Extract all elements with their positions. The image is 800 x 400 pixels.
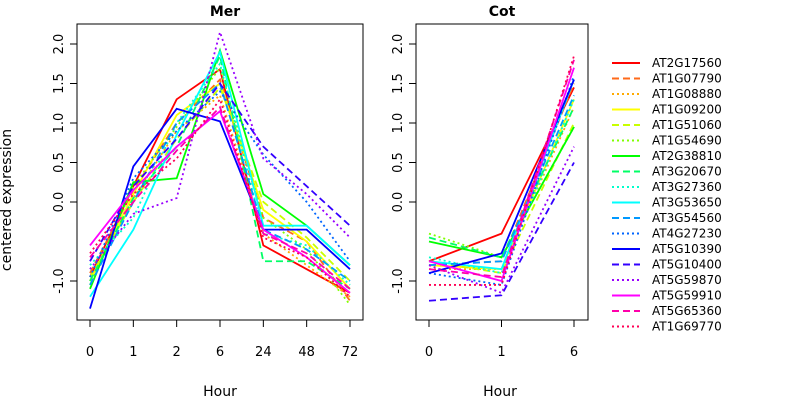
legend-entry: AT1G51060 (612, 118, 722, 132)
x-tick-label-mer: 0 (86, 345, 94, 360)
y-tick-label-cot: 0.5 (391, 152, 406, 173)
legend-label: AT2G17560 (652, 56, 722, 70)
legend-label: AT3G53650 (652, 196, 722, 210)
legend-label: AT1G08880 (652, 87, 722, 101)
x-axis-label-cot: Hour (483, 384, 517, 400)
legend-entry: AT1G08880 (612, 87, 722, 101)
series-line-mer-at4g27230 (89, 90, 351, 278)
y-tick-label-mer: 1.0 (52, 113, 67, 134)
legend-label: AT1G09200 (652, 103, 722, 117)
legend-entry: AT2G17560 (612, 56, 722, 70)
y-tick-label-cot: -1.0 (391, 268, 406, 293)
legend-entry: AT4G27230 (612, 227, 722, 241)
x-tick-label-cot: 6 (570, 345, 578, 360)
x-tick-label-mer: 2 (173, 345, 181, 360)
legend-label: AT3G20670 (652, 165, 722, 179)
series-line-cot-at5g10400 (428, 162, 575, 302)
series-line-cot-at1g07790 (428, 83, 575, 267)
series-group-mer (89, 29, 351, 309)
series-line-cot-at2g17560 (428, 87, 575, 263)
x-tick-label-mer: 48 (298, 345, 315, 360)
y-tick-label-mer: 1.5 (52, 73, 67, 94)
x-tick-label-mer: 72 (342, 345, 359, 360)
legend-entry: AT5G59910 (612, 289, 722, 303)
series-line-mer-at1g69770 (89, 97, 351, 298)
series-line-cot-at3g20670 (428, 106, 575, 259)
legend-entry: AT3G54560 (612, 211, 722, 225)
x-tick-label-mer: 6 (216, 345, 224, 360)
series-line-cot-at1g08880 (429, 106, 575, 271)
y-tick-label-mer: 0.0 (52, 192, 67, 213)
y-tick-label-cot: 1.5 (391, 73, 406, 94)
legend-label: AT3G54560 (652, 211, 722, 225)
panel-title-mer: Mer (210, 4, 240, 20)
y-tick-label-mer: -1.0 (52, 268, 67, 293)
series-line-mer-at5g59870 (89, 29, 351, 270)
legend-label: AT3G27360 (652, 180, 722, 194)
legend-entry: AT1G07790 (612, 72, 722, 86)
legend-label: AT5G59910 (652, 289, 722, 303)
y-tick-label-mer: 2.0 (52, 34, 67, 55)
legend-entry: AT5G10390 (612, 242, 722, 256)
series-line-cot-at5g59870 (428, 146, 575, 294)
legend-entry: AT1G09200 (612, 103, 722, 117)
panel-title-cot: Cot (489, 4, 516, 20)
legend-label: AT5G10390 (652, 242, 722, 256)
series-line-cot-at3g54560 (428, 94, 575, 267)
series-line-mer-at1g09200 (89, 82, 351, 290)
series-line-mer-at3g53650 (89, 49, 351, 298)
legend-label: AT5G65360 (652, 304, 722, 318)
tick-group-cot: -1.0 0.0 0.5 1.0 1.5 2.0 0 1 6 (391, 34, 578, 360)
legend-label: AT1G07790 (652, 72, 722, 86)
legend-entry: AT5G65360 (612, 304, 722, 318)
legend-entry: AT1G54690 (612, 134, 722, 148)
legend-label: AT5G10400 (652, 258, 722, 272)
x-tick-label-cot: 0 (425, 345, 433, 360)
legend-entry: AT1G69770 (612, 320, 722, 334)
plot-box-cot (415, 23, 589, 321)
legend-label: AT1G69770 (652, 320, 722, 334)
series-line-mer-at1g51060 (89, 85, 351, 282)
legend-entry: AT3G53650 (612, 196, 722, 210)
series-line-cot-at3g53650 (428, 79, 575, 271)
legend-entry: AT5G10400 (612, 258, 722, 272)
series-line-cot-at4g27230 (428, 75, 575, 286)
panel-mer: Mer Hour -1.0 0.0 0.5 1.0 1.5 2.0 0 1 2 6 24 48 72 (52, 4, 364, 400)
legend-entry: AT2G38810 (612, 149, 722, 163)
plot-box-mer (76, 23, 364, 321)
x-tick-label-cot: 1 (497, 345, 505, 360)
legend: AT2G17560AT1G07790AT1G08880AT1G09200AT1G… (612, 56, 722, 334)
y-tick-label-mer: 0.5 (52, 152, 67, 173)
legend-label: AT1G54690 (652, 134, 722, 148)
series-line-cot-at1g69770 (429, 55, 575, 286)
series-line-mer-at3g27360 (89, 61, 351, 286)
series-line-mer-at5g10390 (89, 107, 351, 309)
legend-entry: AT3G20670 (612, 165, 722, 179)
series-line-mer-at5g65360 (89, 105, 351, 290)
y-axis-label: centered expression (0, 129, 15, 271)
x-tick-label-mer: 1 (129, 345, 137, 360)
series-line-mer-at3g20670 (89, 53, 351, 290)
x-axis-label-mer: Hour (203, 384, 237, 400)
series-line-cot-at1g51060 (428, 122, 575, 275)
series-line-cot-at5g59910 (428, 67, 575, 283)
y-tick-label-cot: 1.0 (391, 113, 406, 134)
panel-cot: Cot Hour -1.0 0.0 0.5 1.0 1.5 2.0 0 1 6 (391, 4, 589, 400)
series-line-mer-at1g54690 (89, 65, 351, 306)
series-line-mer-at5g10400 (89, 81, 351, 262)
series-line-cot-at2g38810 (428, 126, 575, 259)
series-group-cot (428, 55, 575, 302)
y-tick-label-cot: 0.0 (391, 192, 406, 213)
legend-label: AT4G27230 (652, 227, 722, 241)
legend-label: AT5G59870 (652, 273, 722, 287)
y-tick-label-cot: 2.0 (391, 34, 406, 55)
legend-entry: AT5G59870 (612, 273, 722, 287)
legend-entry: AT3G27360 (612, 180, 722, 194)
series-line-cot-at5g65360 (428, 59, 575, 279)
x-tick-label-mer: 24 (255, 345, 272, 360)
legend-label: AT2G38810 (652, 149, 722, 163)
legend-label: AT1G51060 (652, 118, 722, 132)
tick-group-mer: -1.0 0.0 0.5 1.0 1.5 2.0 0 1 2 6 24 48 72 (52, 34, 358, 360)
